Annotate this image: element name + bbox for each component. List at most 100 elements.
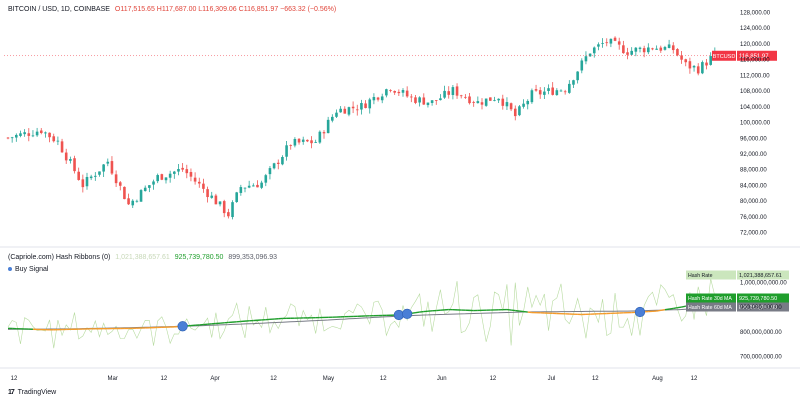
buy-signal-marker bbox=[402, 308, 413, 319]
candle-body bbox=[476, 101, 480, 104]
candle-body bbox=[617, 41, 621, 45]
candle-body bbox=[572, 80, 575, 85]
hash-rate-60d-ma-line bbox=[7, 306, 715, 330]
candle-body bbox=[513, 108, 517, 117]
candle-body bbox=[197, 181, 201, 184]
candle-body bbox=[293, 138, 297, 146]
candle-body bbox=[143, 187, 147, 192]
time-axis-label: Apr bbox=[210, 376, 219, 382]
candle-body bbox=[276, 162, 280, 164]
candle-body bbox=[56, 140, 60, 142]
indicator-header: (Capriole.com) Hash Ribbons (0) 1,021,38… bbox=[8, 254, 277, 261]
symbol-title: BITCOIN / USD, 1D, COINBASE bbox=[8, 6, 110, 13]
tradingview-brand[interactable]: 17 TradingView bbox=[8, 389, 56, 396]
candle-body bbox=[543, 91, 546, 95]
candle-body bbox=[210, 195, 214, 198]
hash-rate-30d-ma-segment bbox=[419, 310, 424, 313]
candle-body bbox=[393, 90, 396, 93]
candle-body bbox=[48, 132, 51, 138]
hash-rate-60d-tag-value: 899,353,096.93 bbox=[739, 305, 777, 311]
candle-body bbox=[310, 140, 313, 144]
candle-body bbox=[181, 167, 184, 170]
candle-body bbox=[19, 133, 22, 136]
hash-rate-30d-ma-segment bbox=[660, 309, 666, 312]
candle-body bbox=[563, 91, 567, 93]
tradingview-name: TradingView bbox=[17, 389, 57, 396]
price-axis-label: 120,000.00 bbox=[740, 42, 771, 48]
candle-body bbox=[139, 190, 143, 202]
candle-body bbox=[6, 137, 10, 139]
candle-body bbox=[684, 59, 688, 63]
candle-body bbox=[127, 198, 130, 205]
candle-body bbox=[667, 44, 671, 48]
candle-body bbox=[131, 200, 135, 206]
candle-body bbox=[455, 86, 459, 96]
candle-body bbox=[123, 186, 126, 200]
candle-body bbox=[484, 98, 488, 106]
candle-body bbox=[530, 90, 534, 103]
candle-body bbox=[355, 109, 359, 111]
time-axis-label: May bbox=[323, 376, 334, 382]
candle-body bbox=[580, 60, 584, 71]
candle-body bbox=[77, 171, 80, 180]
candle-body bbox=[443, 90, 446, 98]
candle-body bbox=[559, 90, 563, 92]
time-axis-label: 12 bbox=[270, 376, 277, 382]
candle-body bbox=[347, 107, 351, 115]
time-axis-label: 12 bbox=[161, 376, 168, 382]
candle-body bbox=[659, 47, 663, 51]
price-axis-label: 108,000.00 bbox=[740, 89, 771, 95]
time-axis: 12 Mar 12 Apr 12 May 12 Jun 12 Jul 12 Aug 12 bbox=[11, 376, 698, 382]
candle-body bbox=[418, 97, 421, 103]
candle-body bbox=[385, 89, 388, 96]
price-axis-label: 72,000.00 bbox=[740, 231, 767, 237]
candle-body bbox=[705, 62, 708, 66]
candle-body bbox=[505, 102, 509, 107]
hash-rate-tag-value-bg bbox=[737, 270, 789, 280]
candle-body bbox=[156, 175, 159, 182]
time-axis-label: 12 bbox=[691, 376, 698, 382]
buy-signal-dot-icon bbox=[8, 267, 12, 272]
candle-body bbox=[663, 47, 667, 50]
hash-rate-30d-ma-segment bbox=[681, 305, 686, 308]
hash-rate-tag-value: 1,021,388,657.61 bbox=[739, 273, 782, 279]
candle-body bbox=[472, 102, 475, 103]
candle-body bbox=[526, 100, 530, 105]
candle-body bbox=[609, 38, 613, 44]
candle-body bbox=[331, 116, 334, 121]
candle-body bbox=[480, 102, 484, 105]
candle-body bbox=[613, 37, 617, 41]
candle-body bbox=[497, 98, 500, 101]
time-axis-label: 12 bbox=[592, 376, 599, 382]
candle-body bbox=[297, 138, 301, 143]
candle-body bbox=[177, 169, 180, 172]
candle-body bbox=[272, 163, 276, 169]
candle-body bbox=[256, 184, 259, 188]
candle-body bbox=[94, 175, 97, 177]
candle-body bbox=[351, 106, 355, 109]
candle-body bbox=[397, 91, 401, 94]
candle-body bbox=[202, 183, 205, 189]
candle-body bbox=[164, 177, 168, 181]
candle-body bbox=[285, 145, 288, 157]
candle-body bbox=[193, 177, 197, 182]
candle-body bbox=[252, 185, 255, 187]
candle-body bbox=[634, 47, 638, 52]
candle-body bbox=[551, 87, 554, 95]
candle-body bbox=[422, 97, 426, 105]
hash-rate-tag-label-bg bbox=[686, 270, 736, 280]
time-axis-label: Mar bbox=[108, 376, 118, 382]
candle-body bbox=[23, 132, 26, 135]
candle-body bbox=[605, 42, 609, 44]
hash-rate-30d-ma-segment bbox=[664, 308, 670, 311]
time-axis-label: 12 bbox=[490, 376, 497, 382]
hash-rate-30d-tag-label-bg bbox=[686, 293, 736, 303]
indicator-axis-label: 900,000,000.00 bbox=[740, 305, 782, 311]
price-axis-label: 124,000.00 bbox=[740, 26, 771, 32]
buy-signal-marker bbox=[177, 321, 188, 332]
candle-body bbox=[372, 96, 376, 101]
candle-body bbox=[227, 212, 230, 217]
indicator-value-60d: 899,353,096.93 bbox=[228, 254, 278, 261]
hash-rate-30d-tag-label: Hash Rate 30d MA bbox=[688, 296, 732, 302]
candle-body bbox=[430, 100, 434, 103]
